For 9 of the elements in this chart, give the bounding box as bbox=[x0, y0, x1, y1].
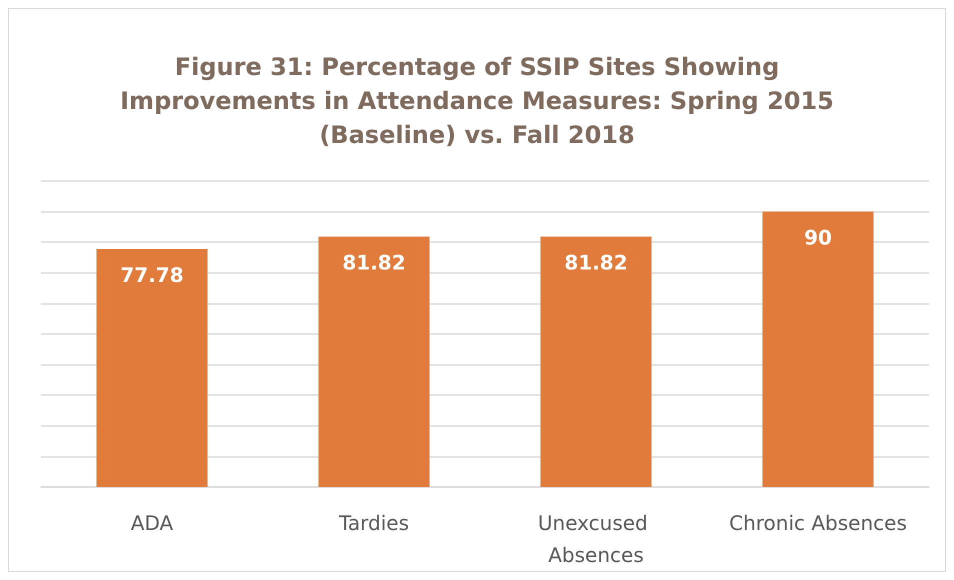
data-label: 81.82 bbox=[564, 250, 628, 275]
x-tick-label: Tardies bbox=[338, 511, 410, 535]
chart-title: Figure 31: Percentage of SSIP Sites Showing Improvements in Attendance Measures: Spring 2015 (Baseline) vs. Fall 2018 bbox=[120, 53, 834, 149]
x-tick-label: Chronic Absences bbox=[729, 511, 907, 535]
data-label: 77.78 bbox=[120, 262, 184, 287]
x-tick-label: ADA bbox=[130, 511, 174, 535]
x-tick-label: Unexcused Absences bbox=[538, 511, 654, 567]
data-label: 81.82 bbox=[342, 250, 406, 275]
data-label: 90 bbox=[804, 226, 832, 250]
